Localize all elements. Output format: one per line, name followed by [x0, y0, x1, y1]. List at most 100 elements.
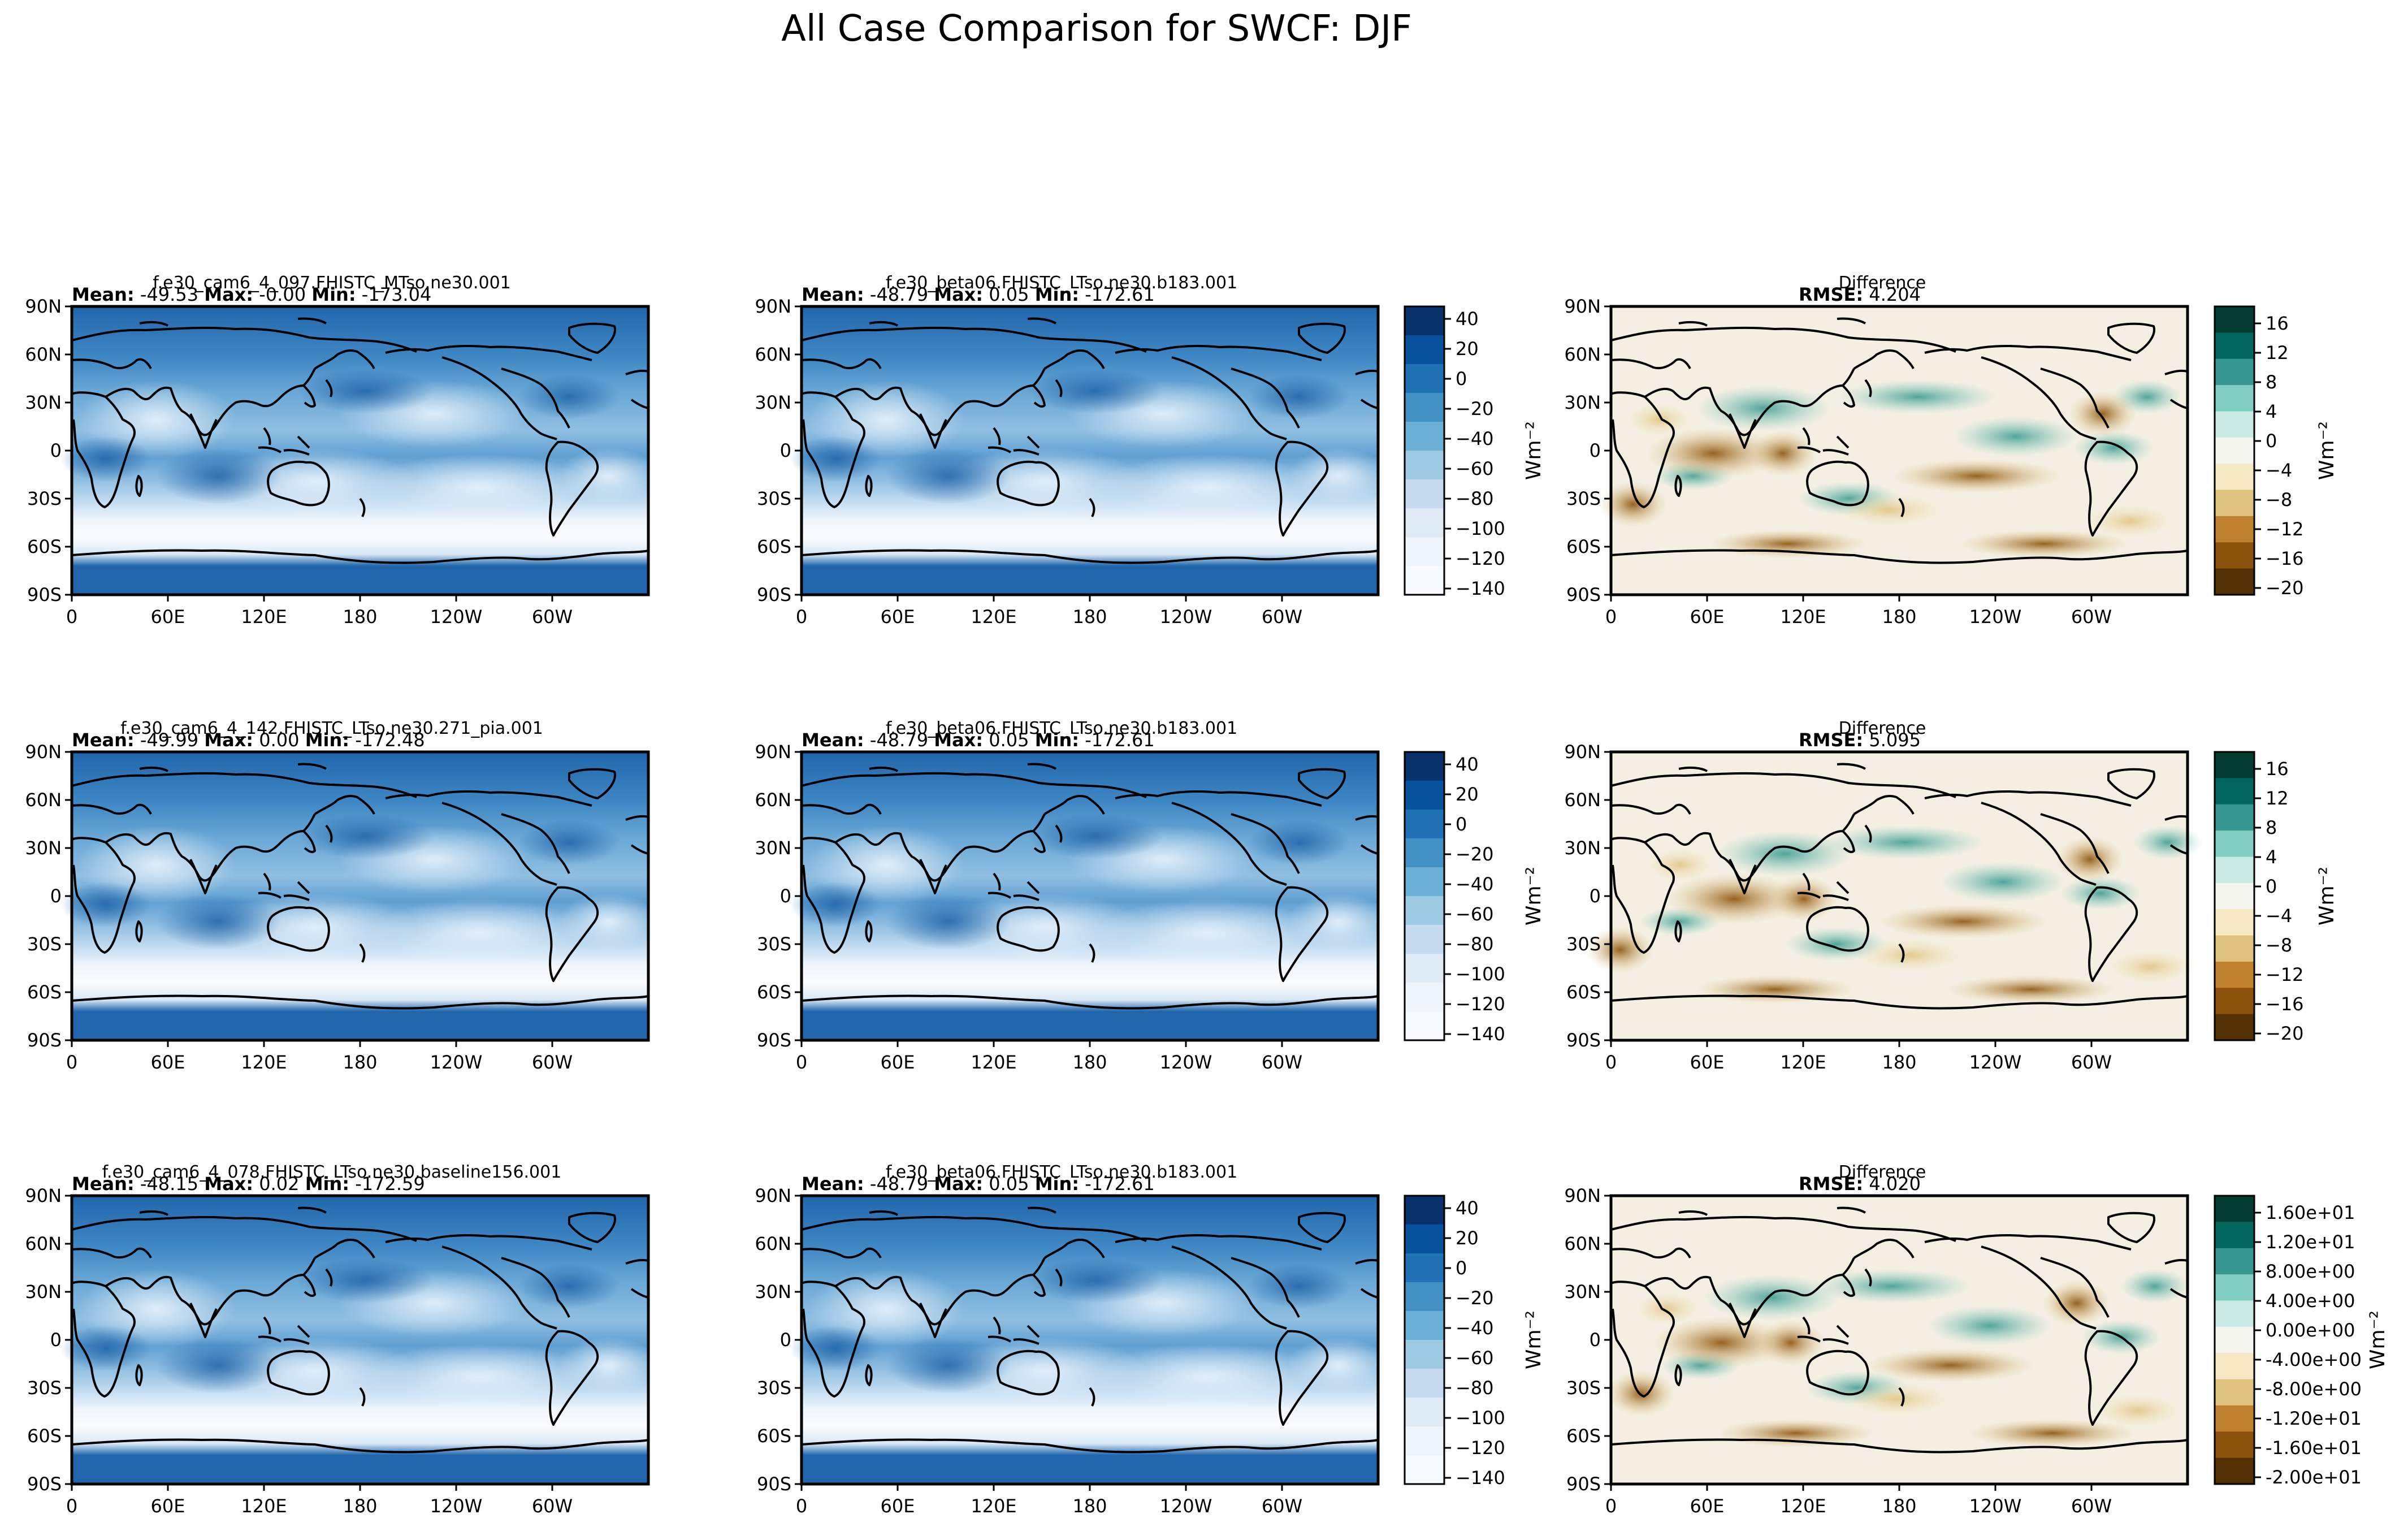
- y-tick-label: 90S: [757, 1473, 791, 1495]
- field-feature: [366, 1343, 592, 1411]
- colorbar-segment: [2215, 1248, 2254, 1275]
- min-label: Min:: [1035, 284, 1079, 305]
- difference-feature: [1833, 493, 1946, 527]
- y-tick-label: 60S: [757, 536, 791, 557]
- mean-label: Mean:: [72, 729, 135, 751]
- colorbar-segment: [2215, 306, 2254, 333]
- difference-feature: [1941, 862, 2065, 902]
- rmse-stat: RMSE: 4.020: [1799, 1173, 1921, 1195]
- difference-feature: [2056, 837, 2124, 882]
- colorbar-tick-label: 16: [2266, 313, 2289, 334]
- field-feature: [558, 1337, 660, 1394]
- colorbar-segment: [1405, 364, 1444, 393]
- x-tick-label: 180: [1882, 1495, 1916, 1517]
- colorbar-segment: [2215, 542, 2254, 569]
- max-value: 0.05: [983, 729, 1035, 751]
- colorbar-segment: [2215, 1379, 2254, 1406]
- y-tick-label: 90N: [755, 296, 791, 317]
- colorbar-tick-label: −100: [1456, 1407, 1505, 1429]
- difference-feature: [1599, 482, 1667, 527]
- x-tick-label: 60W: [2071, 1495, 2112, 1517]
- colorbar-segment: [1405, 1340, 1444, 1369]
- difference-feature: [1813, 1269, 1971, 1303]
- colorbar-tick-label: −20: [1456, 843, 1494, 865]
- colorbar-tick-label: -1.60e+01: [2266, 1437, 2362, 1459]
- colorbar-label: Wm⁻²: [2315, 421, 2338, 480]
- y-tick-label: 0: [1590, 1329, 1601, 1351]
- colorbar-tick-label: 0: [1456, 814, 1467, 835]
- main-colorbar-2: 40 20 0 −20 −40 −60 −80 −100 −120 −140 Wm⁻²: [1404, 751, 1545, 1045]
- y-tick-label: 90S: [27, 1473, 62, 1495]
- y-tick-label: 60S: [1566, 536, 1601, 557]
- colorbar-tick-label: −40: [1456, 1317, 1494, 1339]
- y-tick-label: 30N: [25, 837, 62, 859]
- field-feature: [790, 436, 881, 482]
- y-tick-label: 30S: [757, 1377, 791, 1399]
- main-colorbar-1: 40 20 0 −20 −40 −60 −80 −100 −120 −140 Wm⁻²: [1404, 305, 1545, 599]
- difference-feature: [1653, 1317, 1789, 1368]
- colorbar-segment: [2215, 883, 2254, 910]
- main-colorbar-3: 40 20 0 −20 −40 −60 −80 −100 −120 −140 Wm⁻²: [1404, 1195, 1545, 1489]
- difference-feature: [1853, 938, 1967, 972]
- x-tick-label: 120W: [1969, 1495, 2022, 1517]
- panel-title: f.e30_cam6_4_078.FHISTC_LTso.ne30.baseli…: [102, 1162, 562, 1182]
- field-feature: [60, 882, 151, 927]
- y-tick-label: 0: [780, 1329, 791, 1351]
- colorbar-tick-label: 0: [2266, 876, 2277, 897]
- min-value: -172.48: [349, 729, 425, 751]
- mean-label: Mean:: [802, 284, 864, 305]
- difference-feature: [1892, 459, 2061, 493]
- x-tick-label: 180: [1072, 606, 1107, 628]
- colorbar-segment: [2215, 568, 2254, 595]
- colorbar-tick-label: −100: [1456, 518, 1505, 539]
- colorbar-frame: [1404, 1195, 1445, 1485]
- colorbar-segment: [2215, 1353, 2254, 1380]
- field-feature: [298, 1258, 434, 1303]
- colorbar-tick-label: −8: [2266, 489, 2292, 511]
- colorbar-label: Wm⁻²: [1522, 421, 1545, 480]
- x-tick-label: 60W: [532, 1495, 573, 1517]
- colorbar-segment: [1405, 566, 1444, 595]
- colorbar-tick-label: 1.60e+01: [2266, 1202, 2355, 1223]
- difference-feature: [2121, 1269, 2189, 1303]
- rmse-label: RMSE:: [1799, 1173, 1863, 1195]
- y-tick-label: 90S: [757, 584, 791, 605]
- field-feature: [157, 1337, 281, 1394]
- y-tick-label: 60S: [27, 981, 62, 1003]
- y-tick-label: 60N: [755, 344, 791, 365]
- colorbar-segment: [2215, 988, 2254, 1015]
- colorbar-segment: [1405, 335, 1444, 365]
- max-label: Max:: [934, 729, 983, 751]
- x-tick-label: 120E: [241, 1052, 287, 1073]
- colorbar-tick-label: -8.00e+00: [2266, 1378, 2362, 1400]
- y-tick-label: 60N: [755, 789, 791, 811]
- x-tick-label: 60W: [532, 606, 573, 628]
- panel-title: Difference: [1839, 273, 1926, 293]
- colorbar-tick-label: −100: [1456, 963, 1505, 985]
- colorbar-segment: [1405, 1426, 1444, 1456]
- x-tick-label: 120E: [971, 1495, 1016, 1517]
- mean-label: Mean:: [72, 1173, 135, 1195]
- x-tick-label: 60E: [1690, 1052, 1725, 1073]
- max-value: 0.00: [253, 729, 305, 751]
- colorbar-segment: [2215, 909, 2254, 936]
- y-tick-label: 30S: [27, 488, 62, 509]
- y-tick-label: 30N: [1564, 1281, 1601, 1303]
- y-tick-label: 30N: [755, 1281, 791, 1303]
- colorbar-segment: [1405, 537, 1444, 566]
- max-label: Max:: [204, 284, 253, 305]
- colorbar-tick-label: 4.00e+00: [2266, 1290, 2355, 1312]
- x-tick-label: 60E: [1690, 1495, 1725, 1517]
- x-tick-label: 60W: [1262, 1052, 1302, 1073]
- colorbar-segment: [1405, 1196, 1444, 1225]
- x-tick-label: 120W: [1969, 606, 2022, 628]
- colorbar-label: Wm⁻²: [2366, 1310, 2389, 1369]
- colorbar-segment: [1405, 867, 1444, 897]
- colorbar-segment: [2215, 516, 2254, 543]
- colorbar-tick-label: −40: [1456, 873, 1494, 895]
- x-tick-label: 0: [66, 606, 77, 628]
- mean-value: -48.79: [864, 1173, 934, 1195]
- field-feature: [558, 448, 660, 504]
- difference-feature: [1967, 1419, 2137, 1447]
- colorbar-segment: [1405, 752, 1444, 781]
